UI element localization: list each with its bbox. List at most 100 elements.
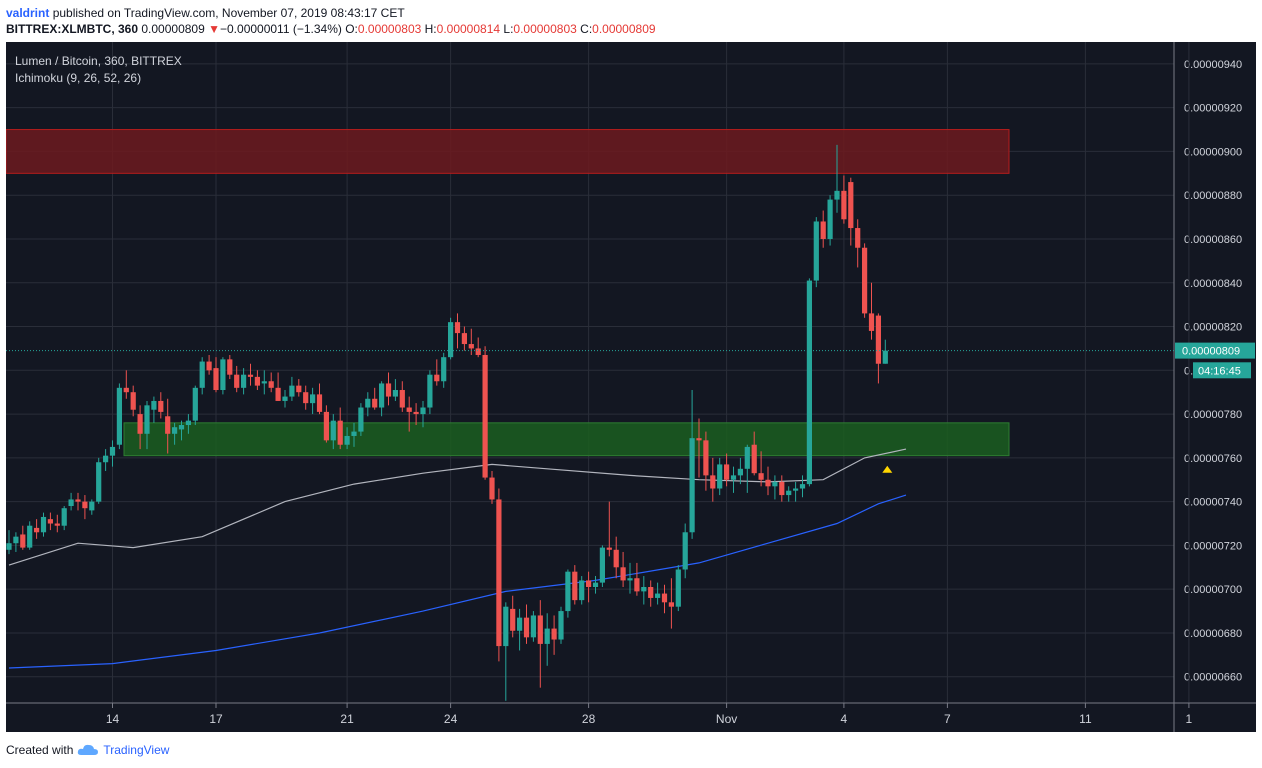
candle-body xyxy=(841,191,846,219)
candle-body xyxy=(772,482,777,486)
candle-body xyxy=(614,550,619,568)
candle-body xyxy=(800,484,805,488)
candle-body xyxy=(158,401,163,412)
candle-body xyxy=(55,524,60,526)
open-label: O: xyxy=(345,22,358,36)
candle xyxy=(565,569,570,617)
candle xyxy=(862,243,867,317)
price-chart[interactable]: 0.00000940 0.00000920 0.00000900 0.00000880… xyxy=(6,42,1256,732)
candle-body xyxy=(227,359,232,374)
candle-body xyxy=(89,502,94,511)
candle-body xyxy=(96,462,101,501)
candle xyxy=(531,611,536,642)
candle-body xyxy=(876,316,881,364)
candle-body xyxy=(407,408,412,412)
candle-body xyxy=(303,392,308,403)
candle-body xyxy=(441,357,446,381)
candle-body xyxy=(455,322,460,333)
y-tick-label: 0.00000840 xyxy=(1184,278,1242,290)
candle-body xyxy=(386,383,391,396)
candle-body xyxy=(593,583,598,587)
resistance-zone xyxy=(6,130,1009,174)
candle-body xyxy=(821,221,826,239)
candle xyxy=(814,217,819,287)
x-tick-label: Nov xyxy=(716,712,737,726)
candle-body xyxy=(531,615,536,637)
candle-body xyxy=(200,362,205,388)
candle xyxy=(448,318,453,360)
candle-body xyxy=(220,359,225,390)
candle-body xyxy=(848,182,853,228)
candle-body xyxy=(427,375,432,408)
close-label: C: xyxy=(580,22,592,36)
y-tick-label: 0.00000940 xyxy=(1184,59,1242,71)
created-with-text: Created with xyxy=(6,743,73,757)
candle-body xyxy=(420,408,425,415)
candle-body xyxy=(207,362,212,371)
candle-body xyxy=(586,580,591,587)
candle-body xyxy=(759,473,764,480)
y-tick-label: 0.00000680 xyxy=(1184,628,1242,640)
open-value: 0.00000803 xyxy=(358,22,421,36)
y-tick-label: 0.00000880 xyxy=(1184,190,1242,202)
candle-body xyxy=(483,355,488,478)
candle-body xyxy=(179,425,184,429)
candle-body xyxy=(296,386,301,393)
candle-body xyxy=(34,528,39,532)
candle-body xyxy=(186,421,191,425)
candle-body xyxy=(358,408,363,432)
symbol-info-bar: BITTREX:XLMBTC, 360 0.00000809 ▼−0.00000… xyxy=(6,22,656,36)
candle-body xyxy=(834,191,839,200)
candle-body xyxy=(241,375,246,388)
high-value: 0.00000814 xyxy=(437,22,500,36)
candle xyxy=(600,545,605,587)
candle-body xyxy=(765,480,770,487)
candle xyxy=(427,370,432,414)
candle-body xyxy=(110,447,115,456)
candle-body xyxy=(255,377,260,386)
candle-body xyxy=(75,499,80,501)
candle-body xyxy=(282,397,287,401)
high-label: H: xyxy=(425,22,437,36)
candle-body xyxy=(393,390,398,397)
candle xyxy=(496,489,501,662)
candle-body xyxy=(372,399,377,408)
candle-body xyxy=(20,534,25,547)
candle-body xyxy=(434,375,439,382)
candle-body xyxy=(607,548,612,550)
y-tick-label: 0.00000860 xyxy=(1184,234,1242,246)
candle-body xyxy=(469,344,474,348)
chart-frame[interactable]: 0.00000940 0.00000920 0.00000900 0.00000880… xyxy=(6,42,1256,732)
y-tick-label: 0.00000760 xyxy=(1184,453,1242,465)
tradingview-cloud-icon xyxy=(77,743,99,757)
y-tick-label: 0.00000720 xyxy=(1184,540,1242,552)
candle-body xyxy=(552,629,557,640)
candle-body xyxy=(807,281,812,485)
candle-body xyxy=(634,578,639,591)
candle-body xyxy=(41,517,46,532)
candle-body xyxy=(717,464,722,488)
candle-body xyxy=(448,322,453,357)
candle-body xyxy=(496,499,501,646)
candle xyxy=(558,607,563,644)
candle-body xyxy=(524,618,529,638)
author-link[interactable]: valdrint xyxy=(6,6,49,20)
candle-body xyxy=(710,475,715,488)
tradingview-brand[interactable]: TradingView xyxy=(103,743,169,757)
candle-body xyxy=(738,469,743,476)
candle xyxy=(193,386,198,425)
x-tick-label: 28 xyxy=(582,712,596,726)
candle-body xyxy=(414,412,419,414)
y-tick-label: 0.00000700 xyxy=(1184,584,1242,596)
y-tick-label: 0.00000780 xyxy=(1184,409,1242,421)
candle-body xyxy=(779,482,784,495)
candle xyxy=(483,346,488,480)
candle-body xyxy=(724,464,729,479)
candle-body xyxy=(144,405,149,433)
candle-body xyxy=(151,401,156,410)
candle xyxy=(358,403,363,436)
candle-body xyxy=(351,432,356,436)
indicator-legend[interactable]: Ichimoku (9, 26, 52, 26) xyxy=(15,71,141,85)
y-tick-label: 0.00000820 xyxy=(1184,322,1242,334)
candle-body xyxy=(276,388,281,401)
